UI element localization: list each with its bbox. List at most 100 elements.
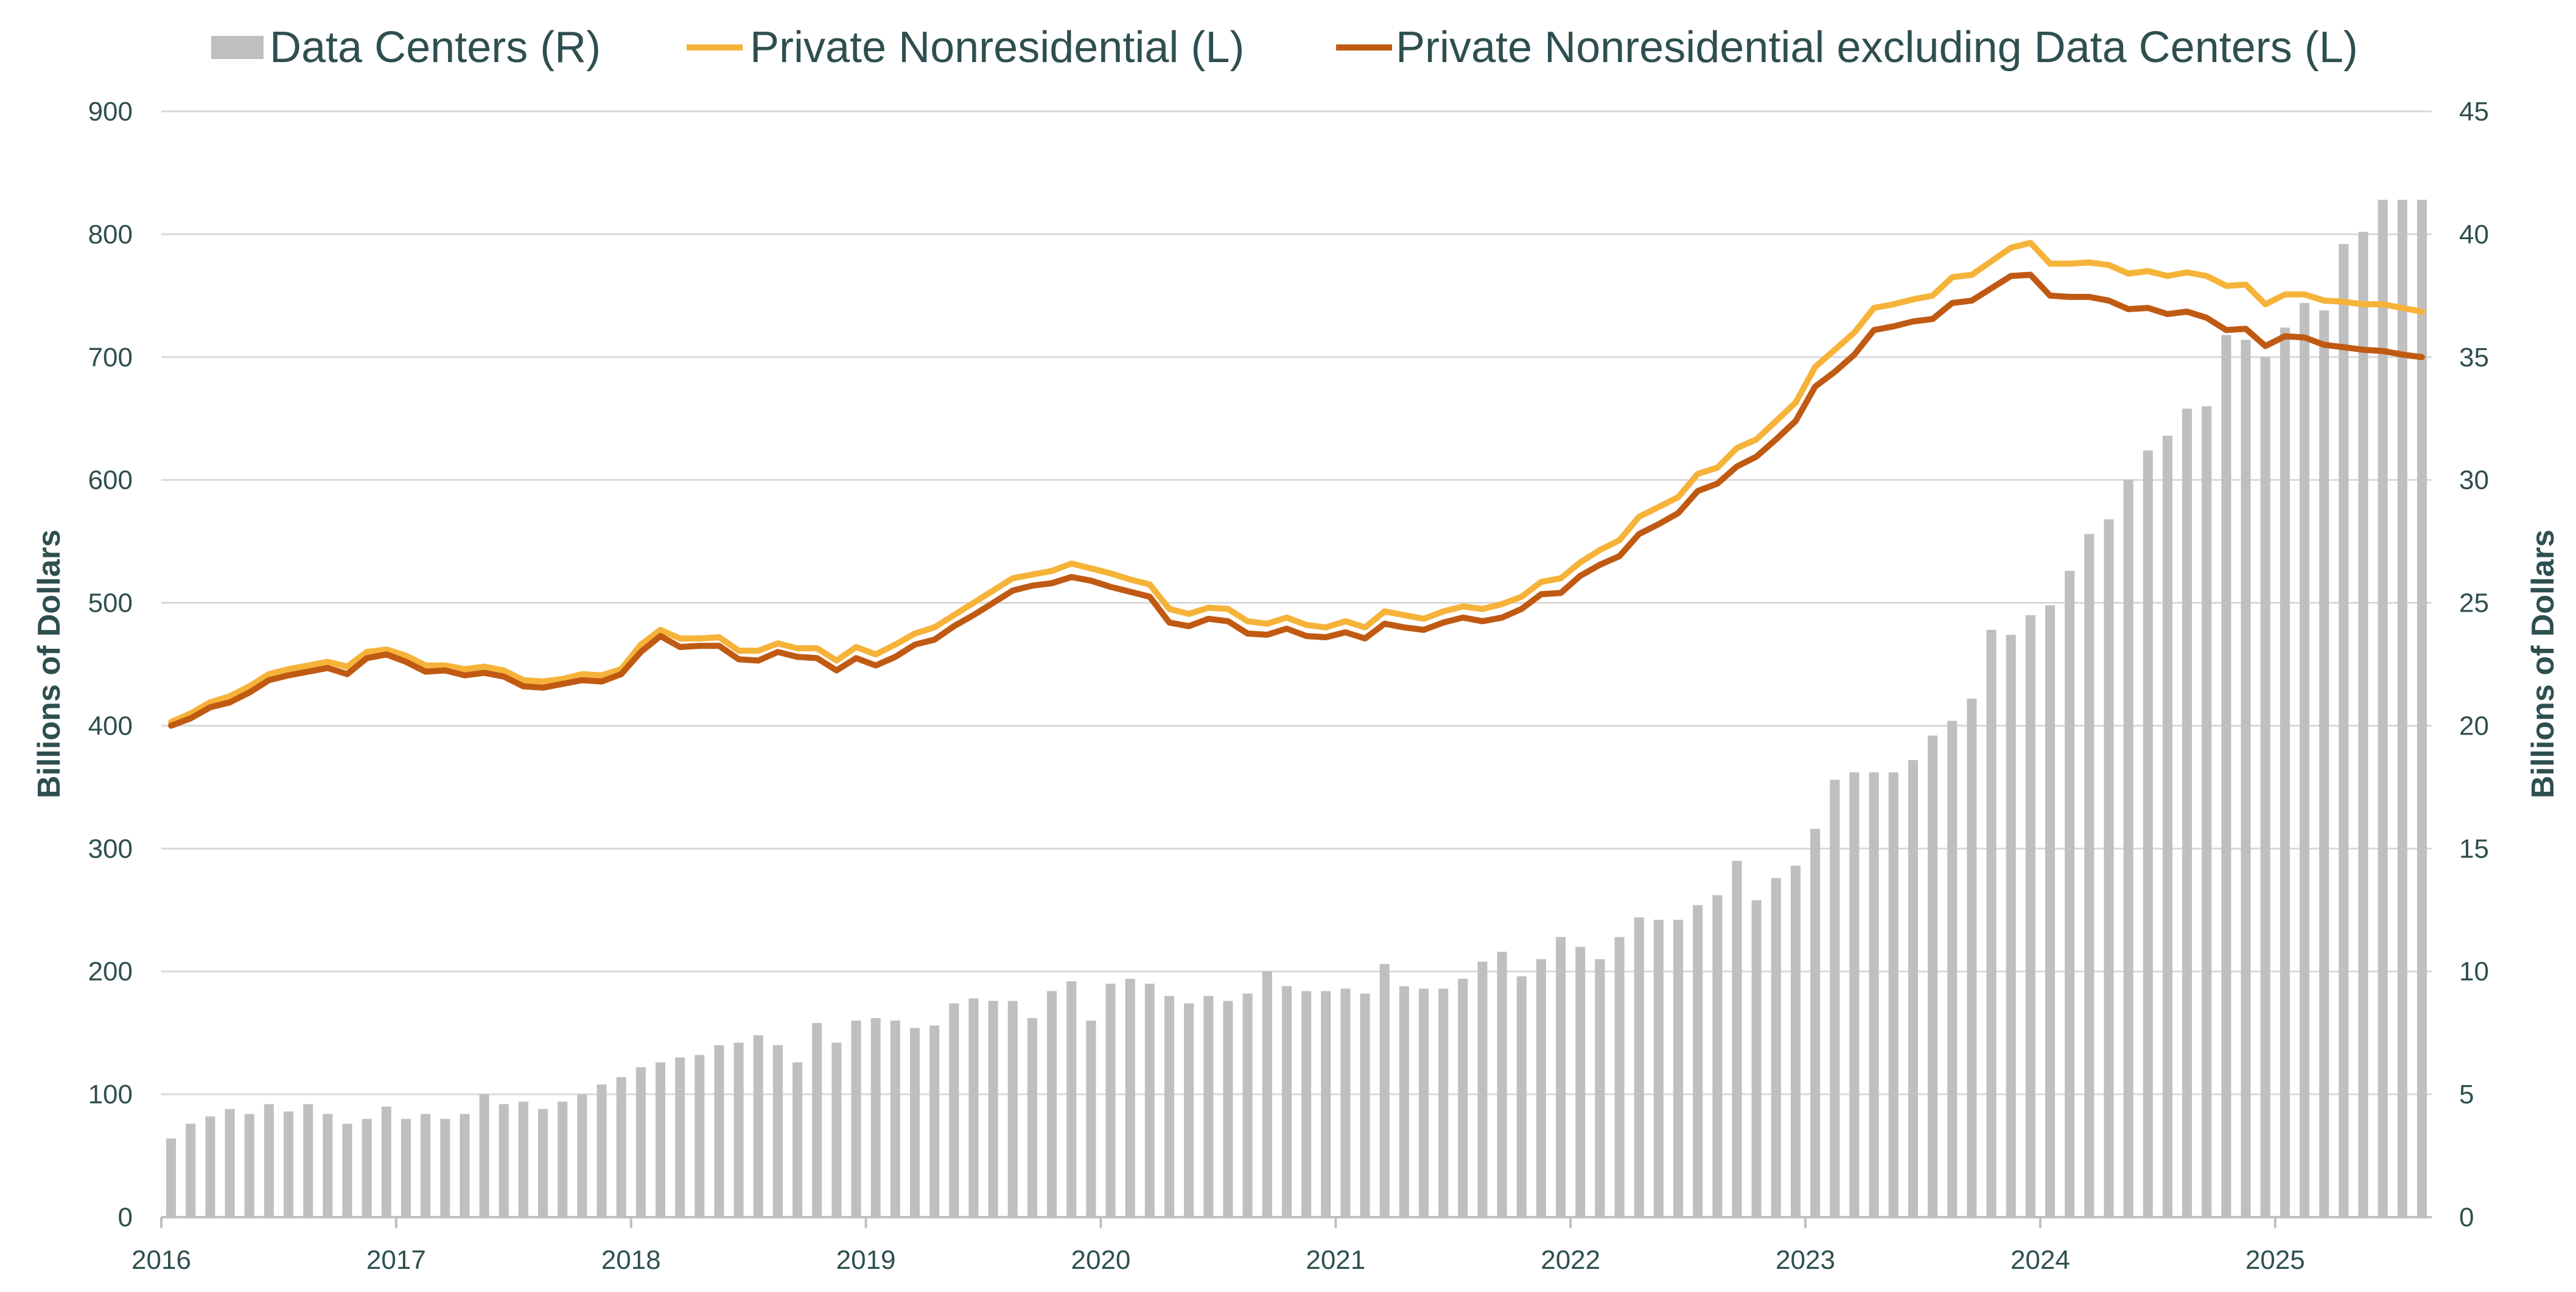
legend-label: Private Nonresidential (L) (750, 23, 1244, 72)
y-right-tick-label: 10 (2459, 957, 2489, 986)
bar-data-centers (1027, 1018, 1037, 1217)
bar-data-centers (1516, 976, 1527, 1217)
bar-data-centers (303, 1104, 313, 1217)
y-right-tick-label: 35 (2459, 343, 2489, 372)
bar-data-centers (1379, 964, 1390, 1217)
bar-data-centers (1830, 780, 1840, 1217)
bar-data-centers (2182, 408, 2193, 1218)
bar-data-centers (1556, 937, 1566, 1217)
y-left-tick-label: 600 (88, 466, 133, 495)
bar-data-centers (793, 1062, 803, 1217)
gridlines (161, 110, 2432, 1095)
legend-label: Data Centers (R) (270, 23, 601, 72)
bar-data-centers (1986, 629, 1997, 1217)
bar-data-centers (772, 1045, 783, 1217)
bar-data-centers (1810, 829, 1821, 1217)
bar-data-centers (2104, 519, 2114, 1217)
legend-item-private-nonresidential: Private Nonresidential (L) (687, 23, 1244, 72)
x-tick-label: 2017 (366, 1245, 426, 1275)
y-left-tick-label: 500 (88, 588, 133, 618)
x-tick-label: 2020 (1071, 1245, 1131, 1275)
legend-item-private-nonresidential-ex-data-centers: Private Nonresidential excluding Data Ce… (1336, 23, 2358, 72)
y-right-tick-label: 40 (2459, 220, 2489, 250)
bar-data-centers (2280, 327, 2290, 1217)
bar-data-centers (1712, 895, 1723, 1217)
bar-data-centers (1007, 1000, 1018, 1217)
x-tick-label: 2022 (1541, 1245, 1600, 1275)
bar-data-centers (929, 1025, 940, 1217)
x-tick-label: 2019 (836, 1245, 896, 1275)
bar-data-centers (264, 1104, 274, 1217)
bar-data-centers (831, 1042, 842, 1217)
bar-data-centers (1281, 986, 1292, 1217)
bar-data-centers (2065, 571, 2075, 1217)
bar-data-centers (2045, 605, 2056, 1217)
bar-data-centers (851, 1020, 861, 1217)
legend-label: Private Nonresidential excluding Data Ce… (1396, 23, 2358, 72)
bar-data-centers (1418, 988, 1429, 1217)
bar-data-centers (1693, 905, 1703, 1217)
bar-data-centers (2378, 200, 2388, 1217)
bar-data-centers (1086, 1020, 1096, 1217)
x-tick-label: 2018 (601, 1245, 661, 1275)
bar-data-centers (401, 1119, 411, 1217)
legend: Data Centers (R) Private Nonresidential (… (211, 23, 2358, 72)
bar-data-centers (1869, 772, 1879, 1217)
bar-data-centers (460, 1114, 470, 1217)
y-right-tick-label: 25 (2459, 588, 2489, 618)
bar-data-centers (499, 1104, 509, 1217)
bar-data-centers (1340, 988, 1351, 1217)
bar-data-centers (909, 1028, 920, 1217)
y-right-tick-label: 15 (2459, 834, 2489, 864)
bar-data-centers (2123, 480, 2133, 1217)
bar-data-centers (2084, 534, 2095, 1217)
x-tick-label: 2016 (131, 1245, 191, 1275)
bar-data-centers (1223, 1000, 1233, 1217)
y-right-tick-label: 20 (2459, 711, 2489, 741)
bar-data-centers (1321, 991, 1331, 1217)
y-right-tick-label: 30 (2459, 466, 2489, 495)
bar-data-centers (205, 1116, 215, 1217)
y-left-axis-title: Billions of Dollars (32, 529, 67, 798)
bar-data-centers (616, 1077, 626, 1217)
bar-data-centers (1164, 996, 1175, 1217)
bar-data-centers (753, 1035, 763, 1217)
bar-data-centers (597, 1084, 607, 1217)
bar-data-centers (537, 1109, 548, 1217)
bar-data-centers (2143, 450, 2153, 1217)
y-left-tick-label: 900 (88, 97, 133, 127)
y-right-tick-label: 45 (2459, 97, 2489, 127)
bar-data-centers (1047, 991, 1057, 1217)
y-left-tick-label: 400 (88, 711, 133, 741)
bar-data-centers (2417, 200, 2427, 1217)
bar-data-centers (2299, 302, 2310, 1217)
x-tick-label: 2021 (1306, 1245, 1365, 1275)
bar-data-centers (440, 1119, 450, 1217)
bar-data-centers (1105, 983, 1116, 1217)
bar-data-centers (1928, 735, 1938, 1217)
bar-data-centers (1614, 937, 1625, 1217)
y-right-tick-label: 0 (2459, 1203, 2474, 1232)
bar-data-centers (2202, 406, 2212, 1217)
x-tick-label: 2023 (1776, 1245, 1835, 1275)
bar-data-centers (988, 1000, 998, 1217)
bar-data-centers (1790, 865, 1801, 1217)
bar-data-centers (2241, 340, 2251, 1217)
bar-data-centers (1849, 772, 1860, 1217)
bar-data-centers (518, 1102, 528, 1217)
bar-data-centers (1575, 946, 1586, 1217)
x-tick-label: 2025 (2245, 1245, 2305, 1275)
bar-data-centers (1438, 988, 1449, 1217)
y-left-tick-label: 300 (88, 834, 133, 864)
y-left-tick-label: 100 (88, 1080, 133, 1109)
bar-data-centers (1908, 759, 1918, 1217)
bar-data-centers (1301, 991, 1312, 1217)
bar-data-centers (1771, 878, 1781, 1217)
bar-data-centers (2221, 335, 2231, 1218)
bar-data-centers (1203, 996, 1214, 1217)
bar-data-centers (1536, 959, 1546, 1217)
bar-data-centers (1634, 917, 1644, 1217)
bar-data-centers (1066, 981, 1077, 1217)
bar-data-centers (695, 1055, 705, 1217)
legend-swatch (211, 36, 264, 59)
